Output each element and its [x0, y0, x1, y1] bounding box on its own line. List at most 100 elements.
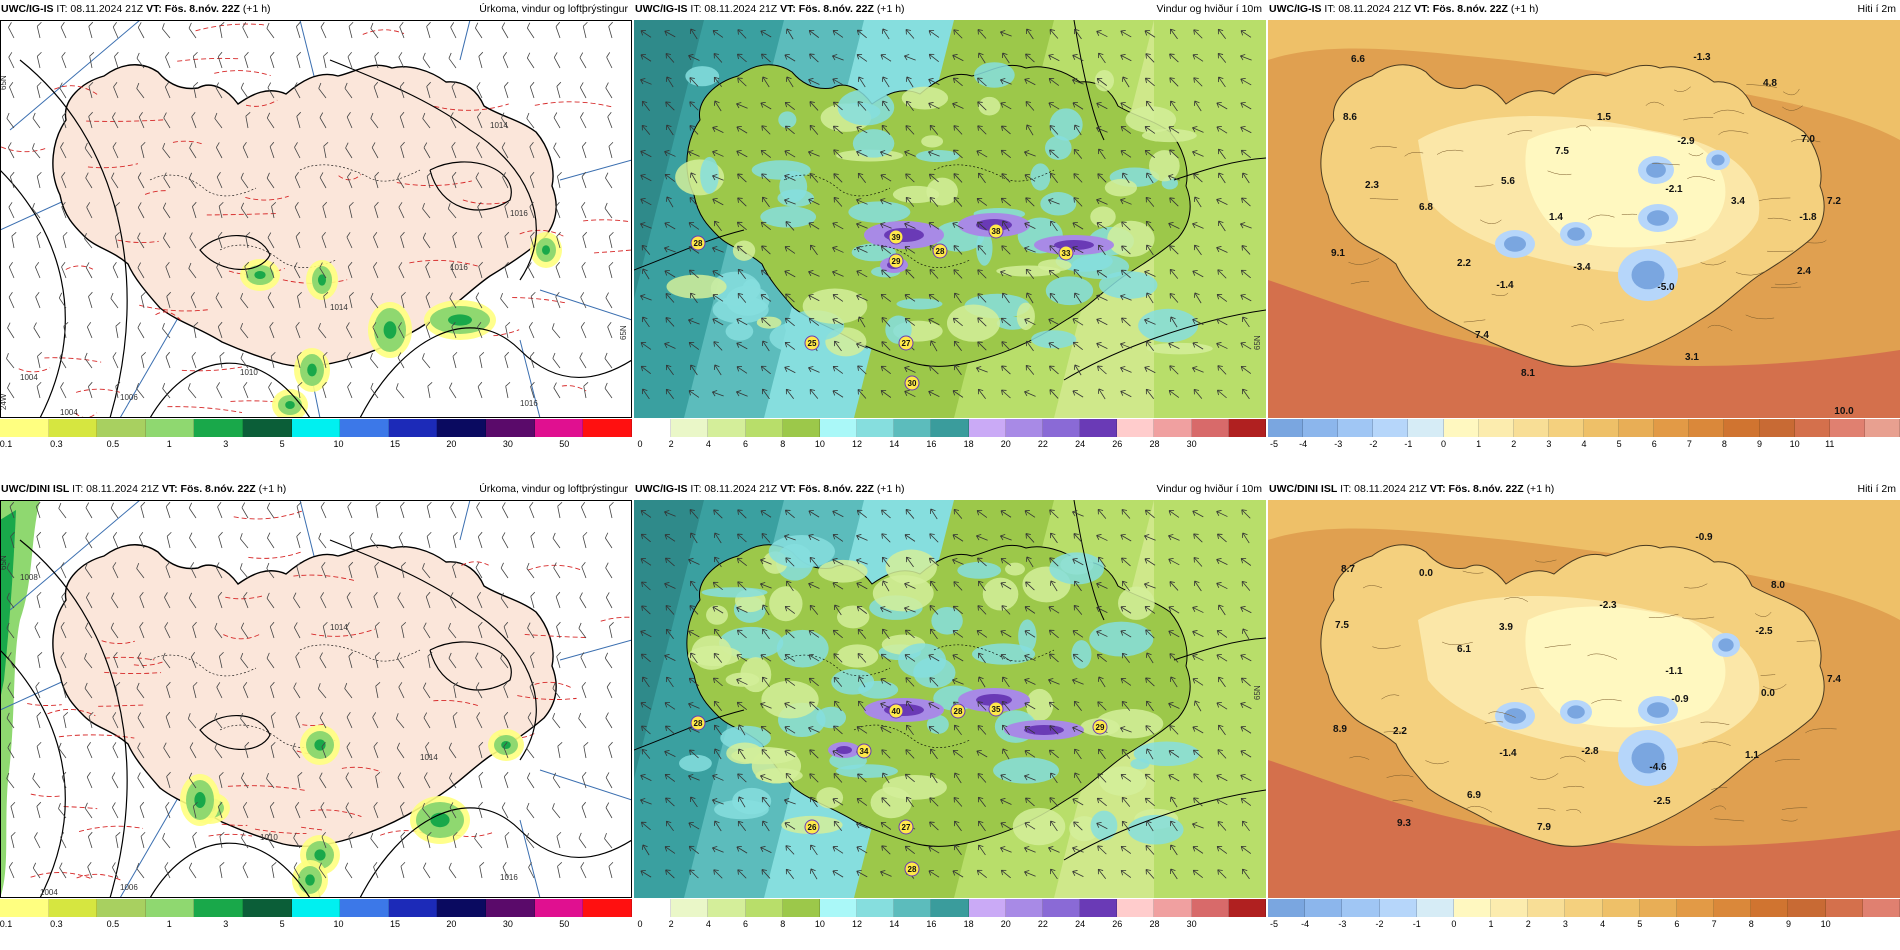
wind-arrow [929, 197, 939, 207]
wind-barb [162, 23, 171, 39]
temperature-contour [63, 806, 98, 810]
wind-barb [605, 82, 613, 99]
wind-arrow [689, 509, 699, 519]
wind-arrow [1169, 820, 1178, 832]
wind-arrow [1241, 172, 1250, 184]
wind-barb [580, 862, 587, 879]
wind-arrow [809, 796, 818, 808]
temperature-contour [583, 219, 632, 223]
wind-arrow [1049, 365, 1059, 375]
wind-arrow [641, 749, 651, 759]
wind-arrow [785, 580, 794, 592]
wind-barb [451, 141, 457, 159]
map-view[interactable]: 6.6 -1.3 4.8 8.6 1.5 7.0 7.5 -2.9 2.3 5.6 -2.1 3.4 7… [1268, 20, 1900, 418]
wind-barb [604, 652, 613, 669]
wind-arrow [952, 629, 964, 638]
wind-arrow [713, 652, 723, 663]
wind-barb [37, 652, 43, 669]
wind-arrow [737, 773, 747, 783]
isobar-line [429, 161, 512, 211]
map-view[interactable]: 1014 1016 1010 1006 1004 1004 1016 1016 1014 65N 6… [0, 20, 632, 418]
wind-barb [505, 382, 511, 399]
wind-arrow [1240, 725, 1252, 734]
wind-arrow [784, 725, 796, 734]
wind-arrow [713, 100, 722, 112]
wind-barb [269, 621, 275, 639]
wind-arrow [1049, 29, 1059, 39]
map-view[interactable]: 28 39 38 29 28 33 25 27 30 65N [634, 20, 1266, 418]
wind-arrow [712, 846, 724, 853]
temperature-contour [1745, 314, 1775, 320]
wind-arrow [1001, 676, 1010, 688]
wind-arrow [738, 796, 746, 808]
wind-arrow [833, 149, 843, 159]
wind-speed-area [1031, 330, 1077, 349]
wind-arrow [1240, 222, 1252, 229]
wind-arrow [832, 270, 844, 277]
valid-time: VT: Fös. 8.nóv. 22Z [161, 483, 256, 495]
wind-speed-area [726, 742, 764, 765]
wind-arrow [688, 341, 700, 350]
wind-arrow [1024, 846, 1036, 853]
panel-header: UWC/IG-IS IT: 08.11.2024 21Z VT: Fös. 8.… [0, 0, 632, 18]
map-view[interactable]: 1008 1014 1006 1004 1016 1010 1014 65N [0, 500, 632, 898]
temperature-contour [1504, 597, 1529, 602]
wind-speed-area [872, 575, 934, 612]
precip-area [254, 271, 266, 279]
wind-arrow [664, 654, 676, 662]
color-scale-tick: 5 [279, 919, 285, 929]
color-scale-tick: 9 [1757, 439, 1763, 449]
temperature-value: 8.1 [1521, 368, 1535, 379]
wind-arrow [666, 196, 674, 208]
gust-marker [988, 223, 1004, 239]
wind-barb [219, 862, 225, 879]
wind-barb [60, 622, 67, 639]
wind-barb [398, 532, 405, 549]
wind-arrow [977, 652, 986, 664]
temperature-contour [139, 304, 208, 312]
wind-speed-area [1016, 302, 1035, 331]
wind-arrow [1097, 676, 1106, 688]
color-scale-tick: 6 [1651, 439, 1657, 449]
wind-speed-area [740, 657, 772, 693]
wind-barb [348, 831, 354, 849]
wind-barb [346, 112, 353, 129]
temperature-contour [1465, 805, 1493, 813]
color-scale-tick: 22 [1037, 439, 1048, 449]
wind-arrow [1049, 389, 1059, 399]
wind-arrow [904, 317, 916, 326]
map-view[interactable]: -0.9 8.7 0.0 -2.3 8.0 7.5 3.9 -2.5 6.1 -1.1 7.4 0.0… [1268, 500, 1900, 898]
wind-barb [580, 112, 587, 129]
isobar-line [199, 235, 271, 270]
wind-barb [192, 201, 197, 219]
wind-arrow [688, 54, 700, 61]
wind-barb [501, 112, 509, 129]
wind-arrow [1000, 557, 1012, 566]
wind-barb [266, 592, 275, 609]
wind-arrow [929, 605, 939, 615]
temperature-contour [1560, 755, 1586, 763]
temperature-contour [1547, 170, 1572, 176]
wind-barb [165, 801, 171, 819]
wind-barb [582, 21, 588, 39]
wind-arrow [880, 821, 892, 830]
wind-barb [140, 291, 146, 309]
wind-barb [137, 742, 145, 759]
temperature-contour [1718, 130, 1749, 136]
wind-speed-area [1104, 179, 1138, 197]
temperature-contour [1709, 805, 1727, 811]
wind-arrow [1192, 510, 1204, 518]
color-scale-swatch [48, 899, 98, 917]
wind-arrow [1216, 342, 1228, 349]
color-scale-swatch [97, 899, 146, 917]
wind-arrow [808, 78, 820, 85]
wind-barb [348, 21, 354, 39]
wind-arrow [857, 172, 866, 183]
wind-arrow [1216, 246, 1228, 253]
color-scale-ticks: -5 -4 -3 -2 -1 0 1 2 3 4 5 6 7 8 9 10 11 [1268, 439, 1900, 451]
wind-barb [452, 231, 457, 249]
wind-barb [293, 682, 301, 699]
color-scale-tick: 10 [814, 919, 825, 929]
wind-arrow [1192, 318, 1204, 325]
map-view[interactable]: 28 40 35 34 28 29 26 27 28 65N [634, 500, 1266, 898]
